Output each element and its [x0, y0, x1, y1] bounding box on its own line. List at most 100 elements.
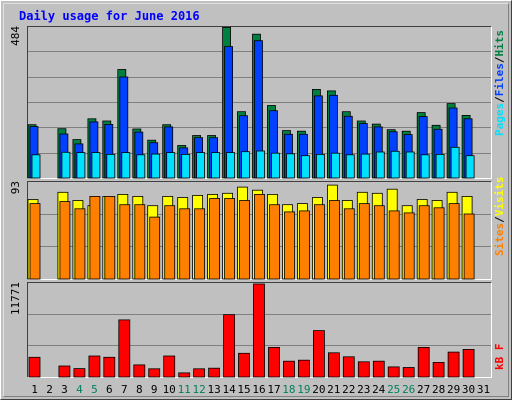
bar-sites-day-24	[373, 205, 385, 280]
x-tick-label-day-25: 25	[387, 383, 400, 396]
bar-kb-f-day-4	[73, 368, 86, 378]
bar-pages-day-1	[31, 154, 41, 179]
bar-sites-day-30	[463, 213, 475, 280]
bar-pages-day-23	[360, 153, 370, 179]
bar-sites-day-20	[313, 204, 325, 280]
bar-kb-f-day-7	[118, 319, 131, 378]
x-tick-label-day-6: 6	[106, 383, 113, 396]
legend-item-sites: Sites	[493, 223, 506, 256]
bar-pages-day-10	[166, 152, 176, 179]
bar-sites-day-28	[433, 207, 445, 280]
x-tick-label-day-30: 30	[462, 383, 475, 396]
bar-kb-f-day-19	[297, 359, 310, 378]
bar-pages-day-26	[405, 151, 415, 179]
bar-pages-day-20	[315, 153, 325, 179]
panel-bottom-border-light	[27, 282, 492, 378]
x-axis-labels: 1 2 3 4 5 6 7 8 9 10 11 12 13 14 15 16 17 18 19 20 21 22 23 24 2…	[31, 383, 490, 396]
x-tick-label-day-21: 21	[327, 383, 340, 396]
legend-item-pages: Pages	[493, 103, 506, 136]
bar-kb-f-day-6	[103, 356, 116, 378]
bar-kb-f-day-28	[432, 361, 445, 378]
bar-pages-day-24	[375, 151, 385, 179]
bar-sites-day-8	[134, 204, 146, 280]
bar-pages-day-21	[330, 152, 340, 179]
bar-sites-day-27	[418, 205, 430, 280]
x-tick-label-day-5: 5	[91, 383, 98, 396]
legend-item-visits: Visits	[493, 177, 506, 217]
x-tick-label-day-14: 14	[222, 383, 236, 396]
bar-sites-day-13	[209, 198, 221, 280]
legend-bottom-panel: kB F	[493, 344, 506, 371]
legend-item-files: Files	[493, 63, 506, 96]
bar-sites-day-26	[403, 212, 415, 280]
bar-pages-day-16	[256, 150, 265, 179]
bar-kb-f-day-23	[357, 361, 370, 378]
bar-sites-day-1	[29, 203, 41, 280]
x-tick-label-day-28: 28	[432, 383, 445, 396]
bar-pages-day-22	[345, 154, 355, 179]
bar-sites-day-9	[149, 216, 161, 280]
legend-separator: /	[493, 96, 506, 103]
bar-sites-day-14	[224, 198, 236, 280]
bar-sites-day-5	[89, 195, 101, 280]
bar-kb-f-day-21	[327, 352, 340, 378]
bar-pages-day-11	[181, 153, 191, 179]
panel-top-border-light	[27, 26, 492, 179]
bar-pages-day-29	[450, 146, 460, 179]
x-tick-label-day-26: 26	[402, 383, 415, 396]
x-tick-label-day-17: 17	[267, 383, 280, 396]
panel-bottom-border-dark	[27, 282, 492, 378]
bar-kb-f-day-24	[372, 360, 385, 378]
bar-kb-f-day-11	[178, 372, 191, 378]
chart-title: Daily usage for June 2016	[19, 9, 200, 23]
legend-separator: /	[493, 56, 506, 63]
frame-inner-dark	[3, 3, 509, 397]
bar-pages-day-12	[196, 152, 206, 179]
bar-pages-day-9	[151, 153, 161, 179]
bar-sites-day-12	[194, 208, 206, 280]
x-tick-label-day-8: 8	[136, 383, 143, 396]
bar-sites-day-19	[298, 210, 310, 280]
x-tick-label-day-15: 15	[237, 383, 250, 396]
bar-sites-day-17	[269, 204, 280, 280]
bar-sites-day-16	[254, 193, 265, 280]
bar-kb-f-day-20	[312, 330, 325, 378]
x-tick-label-day-2: 2	[46, 383, 53, 396]
bar-kb-f-day-29	[447, 351, 460, 378]
bar-sites-day-7	[119, 204, 131, 280]
x-tick-label-day-13: 13	[207, 383, 220, 396]
bar-sites-day-25	[388, 210, 400, 280]
x-tick-label-day-20: 20	[312, 383, 325, 396]
bar-pages-day-4	[76, 152, 86, 179]
bar-sites-day-3	[59, 201, 71, 280]
bar-sites-day-11	[179, 208, 191, 280]
bar-kb-f-day-5	[88, 355, 101, 378]
bar-kb-f-day-18	[283, 360, 295, 378]
bar-pages-day-25	[390, 150, 400, 179]
panel-top-border-dark	[27, 26, 492, 179]
bar-pages-day-19	[300, 155, 310, 179]
legend-separator: /	[493, 216, 506, 223]
bar-pages-day-28	[435, 153, 445, 179]
bar-pages-day-6	[106, 153, 116, 179]
x-tick-label-day-31: 31	[477, 383, 490, 396]
bar-kb-f-day-27	[417, 346, 430, 378]
legend-middle-panel: Sites/Visits	[493, 177, 506, 257]
bar-kb-f-day-8	[133, 364, 146, 378]
x-tick-label-day-7: 7	[121, 383, 128, 396]
x-tick-label-day-9: 9	[151, 383, 158, 396]
bar-sites-day-23	[358, 203, 370, 280]
bar-pages-day-15	[241, 151, 250, 179]
bar-pages-day-18	[286, 153, 295, 179]
x-tick-label-day-23: 23	[357, 383, 370, 396]
bar-kb-f-day-12	[193, 368, 206, 378]
panel-bottom: 11771	[9, 282, 492, 378]
bar-pages-day-14	[226, 152, 236, 179]
x-tick-label-day-11: 11	[178, 383, 191, 396]
bar-pages-day-5	[91, 152, 101, 179]
bar-pages-day-13	[211, 152, 221, 179]
legend-item-kb-f: kB F	[493, 344, 506, 371]
legend-top-panel: Pages/Files/Hits	[493, 30, 506, 136]
